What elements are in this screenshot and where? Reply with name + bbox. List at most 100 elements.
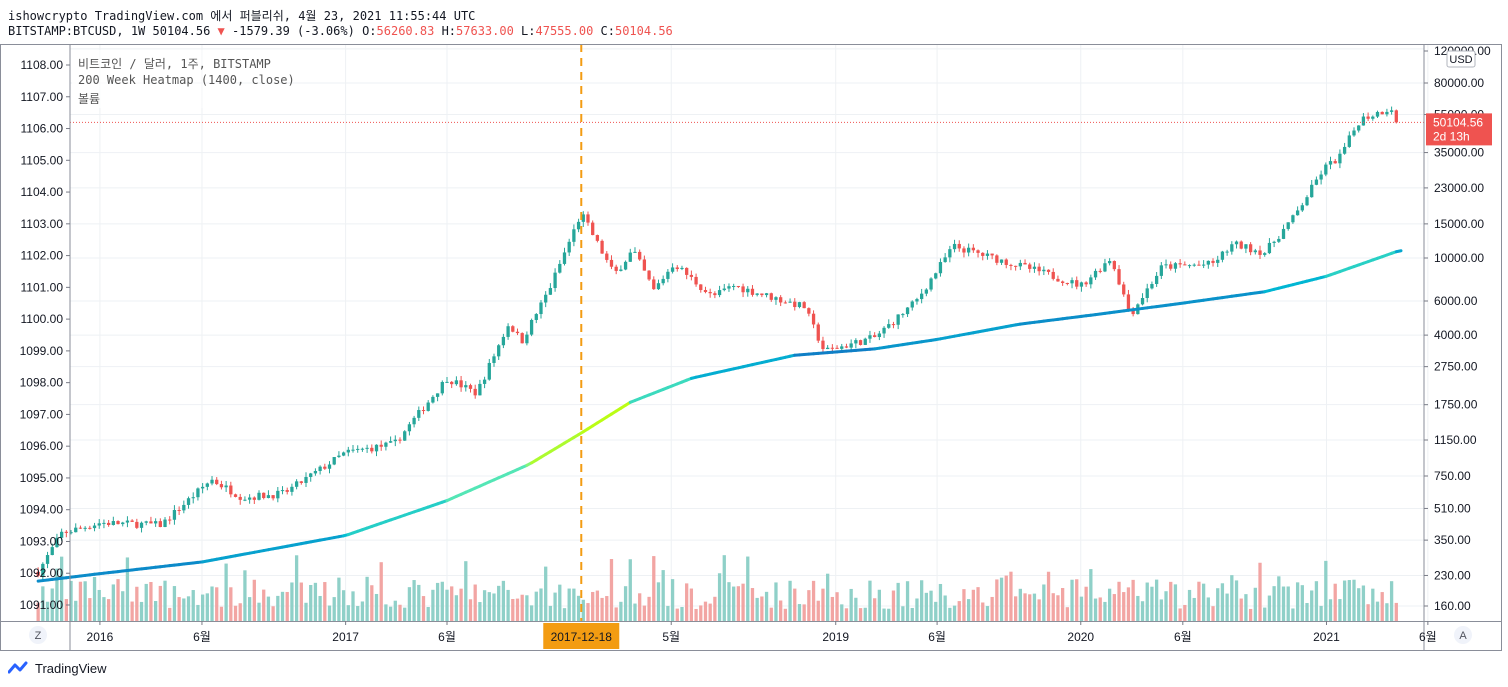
volume-bar — [1375, 601, 1380, 621]
candle — [398, 439, 402, 441]
volume-bar — [708, 603, 712, 621]
volume-bar — [807, 590, 811, 621]
volume-bar — [1220, 583, 1225, 621]
volume-bar — [1122, 592, 1126, 621]
volume-bar — [722, 555, 726, 621]
volume-bar — [1009, 571, 1013, 621]
candle — [863, 338, 867, 345]
tradingview-brand[interactable]: TradingView — [8, 658, 107, 678]
volume-bar — [1136, 595, 1140, 621]
candle — [351, 449, 355, 451]
symbol-label[interactable]: BITSTAMP:BTCUSD, 1W — [8, 24, 146, 38]
volume-bar — [1169, 581, 1173, 621]
volume-bar — [219, 606, 224, 621]
candle — [769, 293, 773, 300]
volume-bar — [891, 590, 896, 621]
volume-bar — [595, 590, 600, 621]
candle — [793, 301, 797, 308]
candle — [971, 247, 975, 251]
time-tick-label: 2017 — [332, 630, 359, 644]
candle — [727, 286, 731, 289]
volume-bar — [769, 607, 773, 621]
candle — [1060, 281, 1065, 283]
candle — [158, 521, 162, 527]
volume-bars — [36, 555, 1398, 621]
candle — [830, 347, 835, 349]
candle — [1328, 161, 1333, 165]
volume-bar — [1385, 603, 1389, 621]
candle — [144, 521, 148, 523]
volume-bar — [191, 590, 195, 621]
volume-bar — [614, 607, 618, 621]
button-text: A — [1459, 630, 1467, 642]
volume-bar — [360, 601, 365, 621]
volume-bar — [910, 607, 914, 621]
volume-bar — [168, 607, 172, 621]
volume-bar — [1004, 575, 1008, 621]
volume-bar — [976, 587, 980, 621]
candle — [506, 326, 510, 337]
high-value: 57633.00 — [456, 24, 514, 38]
candle — [482, 379, 487, 384]
volume-bar — [1277, 576, 1281, 621]
candle — [515, 331, 520, 334]
candle — [182, 504, 186, 511]
right-tick-label: 750.00 — [1434, 469, 1471, 483]
volume-bar — [266, 596, 271, 621]
candle — [83, 527, 87, 529]
volume-bar — [586, 603, 590, 621]
left-tick-label: 1102.00 — [21, 249, 64, 263]
currency-text: USD — [1449, 54, 1472, 66]
button-bg — [29, 626, 47, 644]
candle — [952, 243, 957, 250]
candle — [45, 555, 50, 564]
volume-bar — [1216, 588, 1220, 621]
volume-bar — [741, 583, 745, 621]
indicator-title[interactable]: 200 Week Heatmap (1400, close) — [78, 73, 295, 87]
volume-title[interactable]: 볼륨 — [78, 92, 101, 106]
candle — [835, 347, 839, 349]
volume-bar — [464, 561, 468, 621]
volume-bar — [1159, 599, 1163, 621]
candle — [454, 380, 459, 385]
volume-bar — [1117, 581, 1121, 621]
candle — [1305, 197, 1309, 206]
volume-bar — [605, 596, 609, 621]
candle — [1277, 238, 1281, 242]
candle — [1192, 264, 1196, 266]
auto-scale-button-right[interactable]: A — [1454, 626, 1472, 644]
candle — [247, 497, 252, 500]
candle — [562, 252, 567, 264]
candle — [74, 527, 78, 533]
volume-bar — [177, 597, 181, 621]
volume-bar — [186, 596, 191, 621]
volume-bar — [1032, 593, 1037, 621]
candle — [36, 571, 40, 576]
volume-bar — [1197, 581, 1201, 621]
auto-scale-button-left[interactable]: Z — [29, 626, 47, 644]
volume-bar — [210, 586, 214, 621]
currency-label[interactable]: USD — [1446, 50, 1476, 68]
overlay — [70, 44, 1424, 621]
currency-box — [1446, 50, 1476, 68]
volume-bar — [153, 601, 158, 621]
time-tick-label: 2016 — [87, 630, 114, 644]
candle — [1281, 228, 1286, 239]
candle — [421, 410, 426, 412]
volume-bar — [135, 586, 139, 621]
candle — [943, 257, 947, 263]
candle — [1267, 242, 1272, 254]
volume-bar — [370, 585, 374, 621]
candle — [553, 272, 557, 289]
right-tick-label: 510.00 — [1434, 501, 1471, 515]
volume-bar — [318, 595, 322, 621]
volume-bar — [1018, 588, 1022, 621]
volume-bar — [59, 556, 64, 621]
volume-bar — [962, 589, 966, 621]
volume-bar — [92, 577, 97, 621]
volume-bar — [896, 582, 900, 621]
left-tick-label: 1097.00 — [20, 407, 64, 421]
last-price: 50104.56 — [152, 24, 211, 38]
volume-bar — [116, 579, 120, 621]
